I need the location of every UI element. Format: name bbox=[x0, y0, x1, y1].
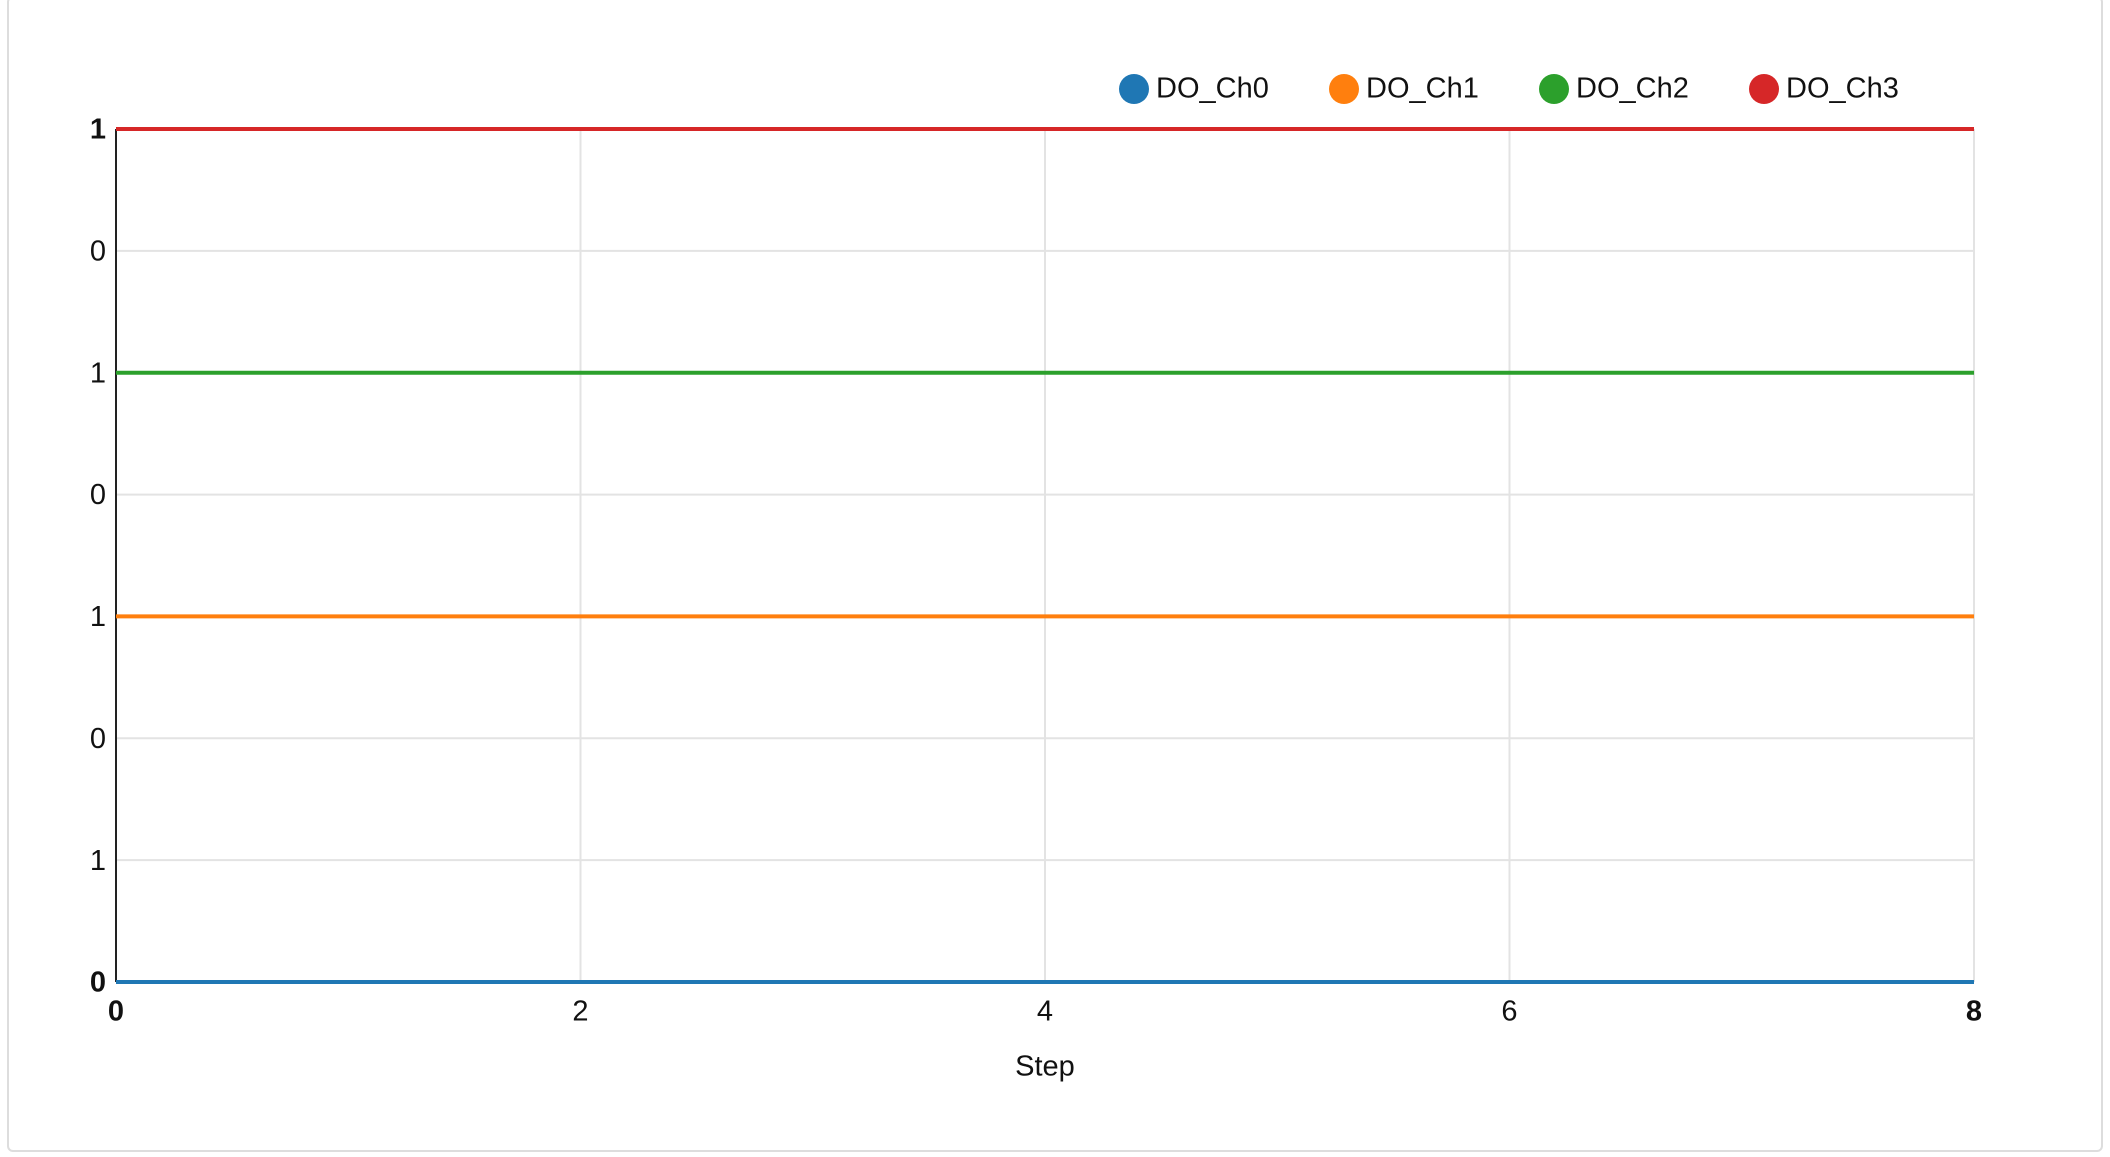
y-tick-label: 1 bbox=[90, 114, 106, 146]
y-tick-label: 0 bbox=[90, 723, 106, 755]
y-tick-label: 0 bbox=[90, 236, 106, 268]
legend-swatch bbox=[1329, 74, 1359, 104]
legend-swatch bbox=[1119, 74, 1149, 104]
x-tick-label: 4 bbox=[1037, 996, 1053, 1028]
y-tick-label: 0 bbox=[90, 479, 106, 511]
legend-label: DO_Ch2 bbox=[1576, 73, 1689, 105]
legend-label: DO_Ch3 bbox=[1786, 73, 1899, 105]
x-tick-label: 8 bbox=[1966, 996, 1982, 1028]
x-tick-label: 6 bbox=[1501, 996, 1517, 1028]
x-tick-label: 0 bbox=[108, 996, 124, 1028]
chart-card bbox=[7, 0, 2103, 1152]
legend-swatch bbox=[1749, 74, 1779, 104]
legend-label: DO_Ch1 bbox=[1366, 73, 1479, 105]
y-tick-label: 1 bbox=[90, 601, 106, 633]
x-axis-label: Step bbox=[1015, 1051, 1075, 1083]
legend-swatch bbox=[1539, 74, 1569, 104]
y-tick-label: 0 bbox=[90, 967, 106, 999]
legend-label: DO_Ch0 bbox=[1156, 73, 1269, 105]
y-tick-label: 1 bbox=[90, 357, 106, 389]
y-tick-label: 1 bbox=[90, 845, 106, 877]
x-tick-label: 2 bbox=[572, 996, 588, 1028]
